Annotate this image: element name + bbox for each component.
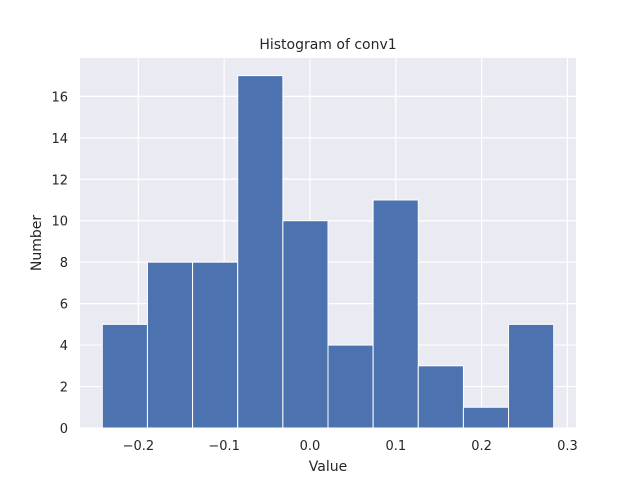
- x-tick-label: 0.3: [557, 439, 578, 454]
- x-axis-label: Value: [309, 459, 347, 475]
- histogram-bar: [327, 344, 374, 429]
- histogram-bar: [237, 75, 284, 429]
- x-tick-label: 0.2: [471, 439, 492, 454]
- y-tick-label: 8: [60, 256, 68, 271]
- y-tick-label: 10: [51, 215, 68, 230]
- y-tick-label: 4: [60, 339, 68, 354]
- chart-title: Histogram of conv1: [259, 37, 396, 53]
- x-tick-labels: −0.2 −0.1 0.0 0.1 0.2 0.3: [123, 439, 578, 454]
- bars: [101, 75, 555, 429]
- y-tick-label: 14: [51, 132, 68, 147]
- histogram-bar: [146, 261, 194, 429]
- histogram-bar: [462, 406, 510, 429]
- histogram-bar: [192, 261, 239, 429]
- y-tick-label: 12: [51, 173, 68, 188]
- y-tick-labels: 0 2 4 6 8 10 12 14 16: [51, 90, 68, 437]
- y-tick-label: 6: [60, 298, 68, 313]
- y-tick-label: 16: [51, 90, 68, 105]
- y-tick-label: 2: [60, 381, 68, 396]
- histogram-bar: [372, 199, 419, 429]
- histogram-bar: [282, 220, 329, 429]
- x-tick-label: 0.1: [385, 439, 406, 454]
- y-axis-label: Number: [29, 215, 45, 271]
- histogram-bar: [508, 323, 555, 429]
- y-tick-label: 0: [60, 422, 68, 437]
- histogram-bar: [417, 365, 464, 429]
- x-tick-label: −0.1: [208, 439, 240, 454]
- x-tick-label: −0.2: [123, 439, 155, 454]
- x-tick-label: 0.0: [300, 439, 321, 454]
- histogram-bar: [101, 323, 148, 429]
